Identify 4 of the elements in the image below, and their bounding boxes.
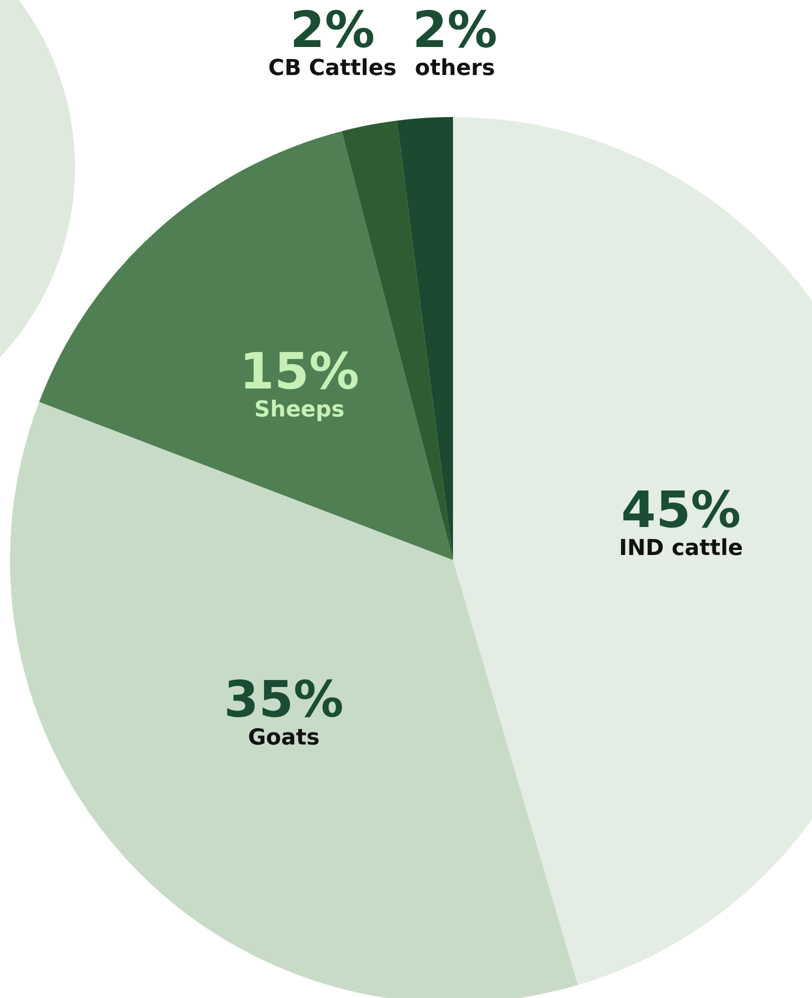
slice-label: CB Cattles xyxy=(268,56,396,81)
data-label: 2% xyxy=(412,1,498,59)
data-label: 2% xyxy=(290,1,375,59)
slice-label: others xyxy=(414,56,495,81)
